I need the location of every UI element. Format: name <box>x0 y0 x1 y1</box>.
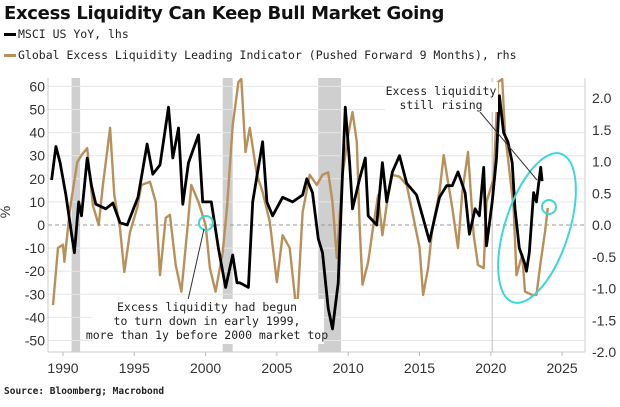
legend-label: MSCI US YoY, lhs <box>18 27 129 41</box>
y-tick-right: 0.5 <box>592 185 612 201</box>
y-tick-right: -1.5 <box>592 312 616 328</box>
annotation-pointer <box>187 228 205 301</box>
series-line-liquidity <box>51 78 549 317</box>
y-tick-right: -0.5 <box>592 249 616 265</box>
y-tick-left: 50 <box>29 102 45 118</box>
y-tick-right: 0.0 <box>592 217 612 233</box>
annotation-text: Excess liquidity <box>386 84 497 98</box>
y-tick-left: 60 <box>29 78 45 94</box>
highlight-circle-2024 <box>541 199 557 215</box>
legend-item-msci: MSCI US YoY, lhs <box>4 27 129 41</box>
y-tick-left: -50 <box>25 333 45 349</box>
x-tick-label: 1995 <box>119 360 150 376</box>
highlight-ellipse <box>497 152 577 304</box>
y-tick-left: 0 <box>37 217 45 233</box>
x-tick-label: 2025 <box>547 360 578 376</box>
y-tick-right: 1.0 <box>592 154 612 170</box>
chart-title: Excess Liquidity Can Keep Bull Market Go… <box>4 3 445 24</box>
y-tick-right: 2.0 <box>592 90 612 106</box>
y-axis-label: % <box>0 206 13 218</box>
y-tick-left: -40 <box>25 309 45 325</box>
y-tick-left: -10 <box>25 240 45 256</box>
recession-band <box>71 78 81 352</box>
y-tick-left: -30 <box>25 286 45 302</box>
y-tick-left: -20 <box>25 263 45 279</box>
annotation-text: still rising <box>399 98 482 112</box>
annotation-bg <box>385 82 498 112</box>
y-tick-left: 20 <box>29 171 45 187</box>
recession-band <box>222 78 233 352</box>
y-tick-left: 10 <box>29 194 45 210</box>
y-tick-right: -2.0 <box>592 344 616 360</box>
y-tick-right: 1.5 <box>592 122 612 138</box>
legend-item-liquidity: Global Excess Liquidity Leading Indicato… <box>4 48 517 62</box>
source-note: Source: Bloomberg; Macrobond <box>4 386 165 397</box>
recession-band <box>318 78 342 352</box>
x-tick-label: 2010 <box>333 360 364 376</box>
annotation-bg <box>92 299 324 344</box>
x-tick-label: 2000 <box>190 360 221 376</box>
legend-swatch-gold <box>4 53 16 57</box>
y-tick-left: 40 <box>29 125 45 141</box>
highlight-circle-2000 <box>198 215 214 231</box>
series-line-msci <box>50 94 544 331</box>
y-tick-right: -1.0 <box>592 281 616 297</box>
x-tick-label: 2005 <box>261 360 292 376</box>
annotation-text: more than 1y before 2000 market top <box>86 328 328 342</box>
legend-label: Global Excess Liquidity Leading Indicato… <box>18 48 517 62</box>
x-tick-label: 1990 <box>47 360 78 376</box>
x-tick-label: 2020 <box>475 360 506 376</box>
y-tick-left: 30 <box>29 148 45 164</box>
legend-swatch-black <box>4 32 16 36</box>
annotation-pointer <box>479 111 538 181</box>
annotation-text: Excess liquidity had begun <box>117 300 297 314</box>
annotation-text: to turn down in early 1999, <box>114 314 301 328</box>
x-tick-label: 2015 <box>404 360 435 376</box>
